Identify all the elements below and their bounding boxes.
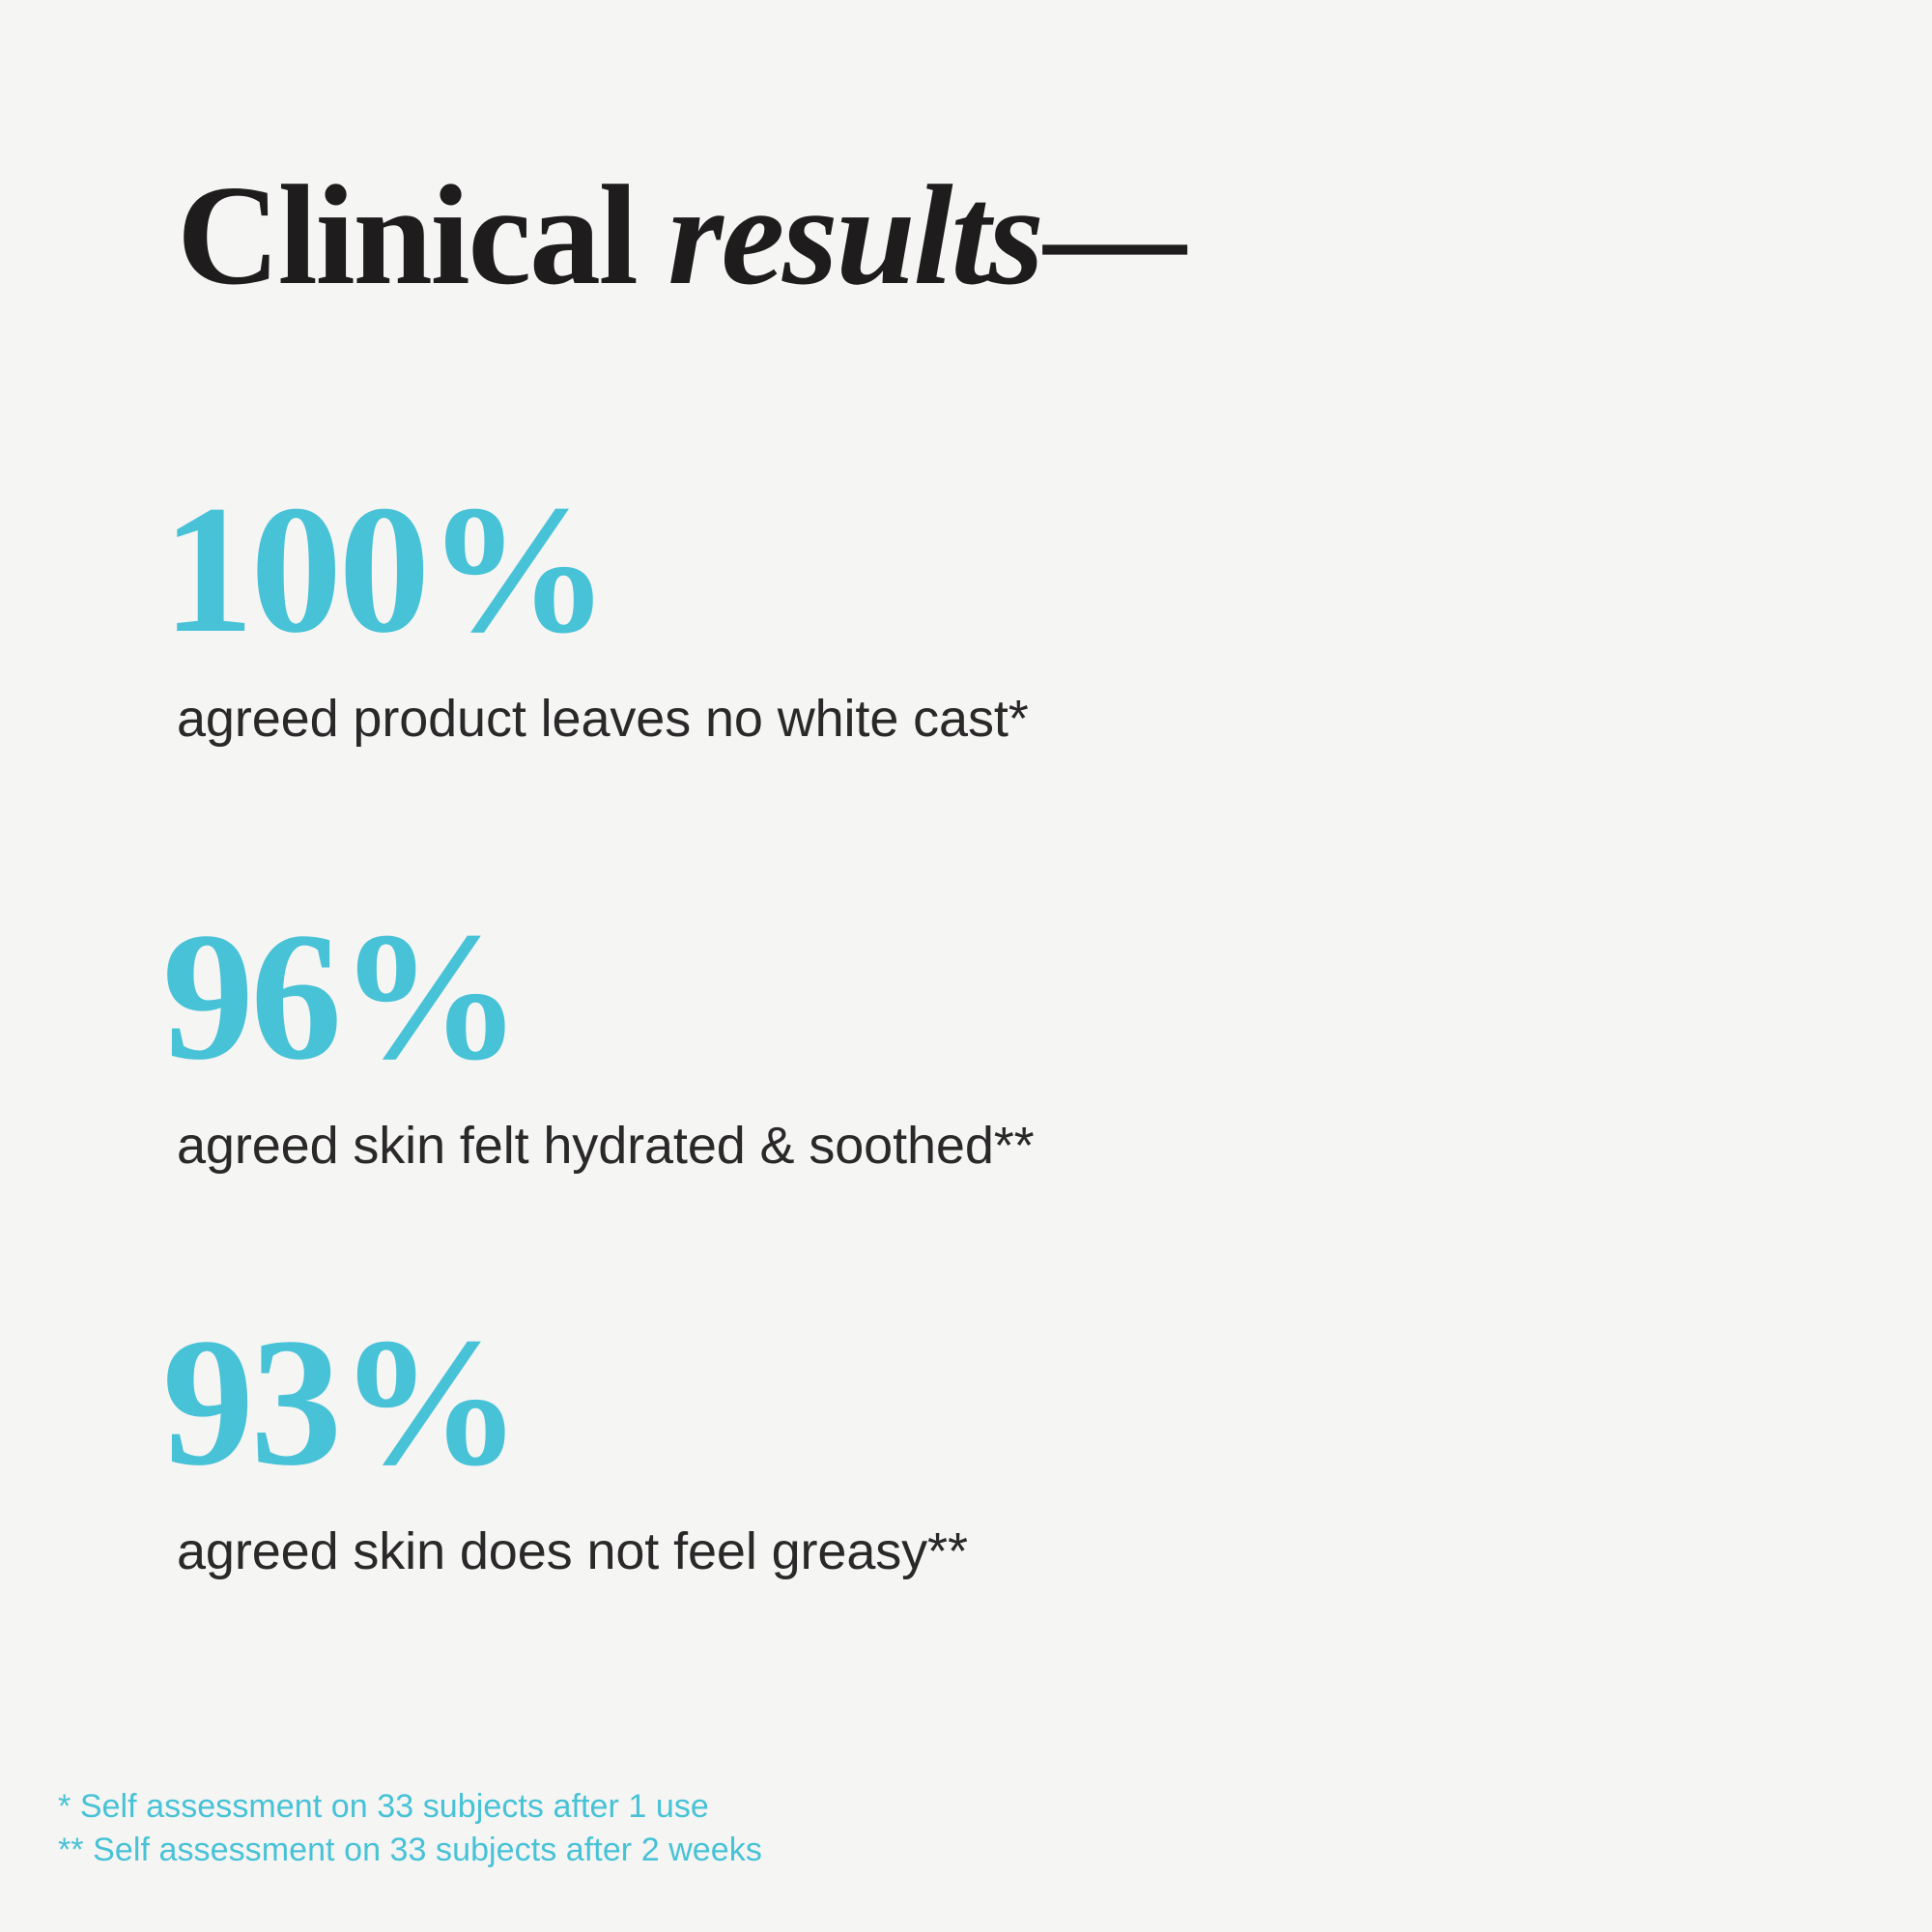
page-title-regular-word: Clinical [177,156,639,315]
stat-caption-no-white-cast: agreed product leaves no white cast* [177,690,1029,748]
page-title: Clinical results— [177,164,1186,307]
footnote-single-asterisk: * Self assessment on 33 subjects after 1… [58,1788,709,1825]
stat-value-no-white-cast: 100% [162,469,611,671]
stat-caption-not-greasy: agreed skin does not feel greasy** [177,1522,968,1580]
page-title-italic-word: results [668,156,1044,315]
page-title-dash: — [1043,156,1187,315]
stat-caption-hydrated-soothed: agreed skin felt hydrated & soothed** [177,1117,1035,1175]
footnotes: * Self assessment on 33 subjects after 1… [58,1785,762,1872]
stat-value-hydrated-soothed: 96% [162,895,522,1098]
footnote-double-asterisk: ** Self assessment on 33 subjects after … [58,1832,762,1868]
stat-value-not-greasy: 93% [162,1301,522,1504]
